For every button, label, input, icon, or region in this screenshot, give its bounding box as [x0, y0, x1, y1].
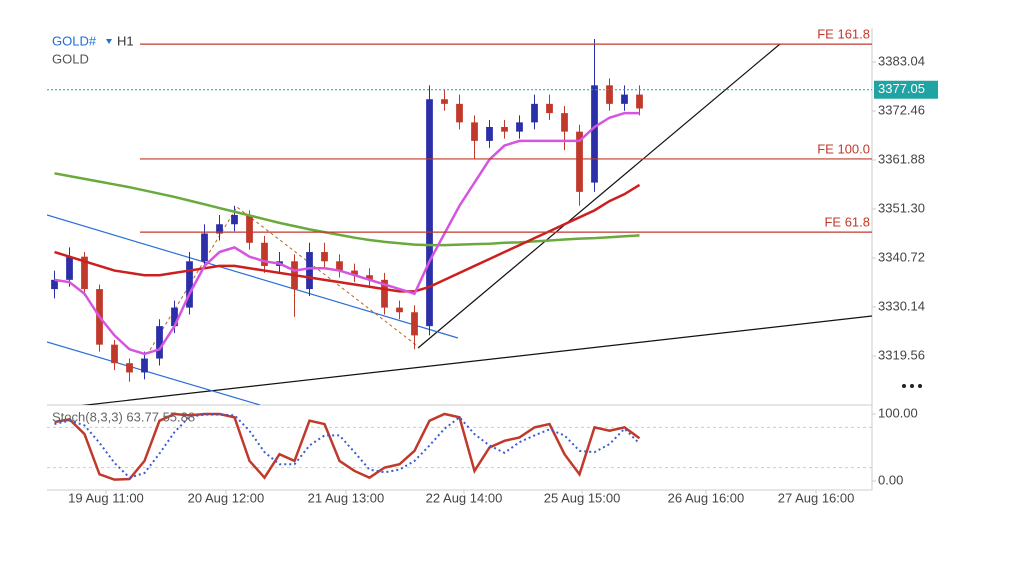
candle-body: [591, 85, 598, 183]
trend-line: [417, 43, 781, 349]
x-tick-label: 20 Aug 12:00: [188, 490, 265, 505]
candle-body: [411, 312, 418, 336]
y-tick-label: 100.00: [878, 405, 918, 420]
trend-line: [81, 315, 872, 405]
candle-body: [636, 94, 643, 109]
fibo-label: FE 161.8: [817, 27, 870, 42]
candle-body: [141, 358, 148, 373]
x-tick-label: 26 Aug 16:00: [668, 490, 745, 505]
candle-body: [306, 252, 313, 290]
candle-body: [366, 275, 373, 280]
candle-body: [171, 307, 178, 327]
x-tick-label: 27 Aug 16:00: [778, 490, 855, 505]
candle-body: [321, 252, 328, 262]
candle-body: [336, 261, 343, 271]
candle-body: [531, 103, 538, 123]
y-tick-label: 3340.72: [878, 249, 925, 264]
candle-body: [621, 94, 628, 104]
x-tick-label: 22 Aug 14:00: [426, 490, 503, 505]
candle-body: [351, 270, 358, 276]
menu-icon[interactable]: [902, 384, 922, 388]
candle-body: [501, 127, 508, 132]
candle-body: [201, 233, 208, 262]
candle-body: [546, 103, 553, 114]
channel-line: [47, 214, 459, 339]
candle-body: [456, 103, 463, 123]
zigzag: [149, 206, 421, 351]
candle-body: [516, 122, 523, 132]
candle-body: [441, 99, 448, 104]
x-tick-label: 25 Aug 15:00: [544, 490, 621, 505]
y-tick-label: 3361.88: [878, 151, 925, 166]
candle-body: [81, 256, 88, 290]
symbol-name: GOLD: [52, 51, 89, 66]
candle-body: [486, 127, 493, 141]
y-tick-label: 3351.30: [878, 200, 925, 215]
symbol: GOLD#: [52, 33, 97, 48]
x-tick-label: 19 Aug 11:00: [68, 490, 144, 505]
dropdown-icon[interactable]: [106, 39, 112, 44]
timeframe: H1: [117, 33, 134, 48]
main-plot: [47, 39, 872, 405]
channel-line: [47, 341, 261, 405]
candle-body: [396, 307, 403, 313]
candle-body: [231, 214, 238, 225]
candle-body: [606, 85, 613, 104]
fibo-label: FE 100.0: [817, 141, 870, 156]
stoch-line: [54, 412, 641, 481]
candle-body: [186, 261, 193, 308]
y-tick-label: 0.00: [878, 472, 903, 487]
candle-body: [246, 214, 253, 243]
candle-body: [51, 279, 58, 290]
candle-body: [261, 242, 268, 266]
candle-body: [381, 279, 388, 308]
candle-body: [111, 344, 118, 364]
candle-body: [66, 256, 73, 280]
y-tick-label: 3372.46: [878, 102, 925, 117]
stoch-plot: [47, 412, 872, 481]
x-tick-label: 21 Aug 13:00: [308, 490, 385, 505]
moving-average: [54, 183, 641, 293]
y-tick-label: 3330.14: [878, 298, 925, 313]
candle-body: [576, 131, 583, 192]
current-price-box: [874, 80, 938, 99]
moving-average: [54, 111, 640, 356]
fibo-label: FE 61.8: [824, 215, 870, 230]
y-tick-label: 3383.04: [878, 53, 925, 68]
y-tick-label: 3319.56: [878, 347, 925, 362]
candle-body: [426, 99, 433, 327]
stoch-title: Stoch(8,3,3) 63.77 55.88: [52, 409, 195, 424]
candle-body: [561, 113, 568, 132]
candle-body: [126, 363, 133, 373]
candle-body: [471, 122, 478, 141]
moving-average: [54, 172, 640, 247]
candle-body: [216, 224, 223, 234]
candle-body: [156, 326, 163, 359]
current-price-label: 3377.05: [878, 81, 925, 96]
